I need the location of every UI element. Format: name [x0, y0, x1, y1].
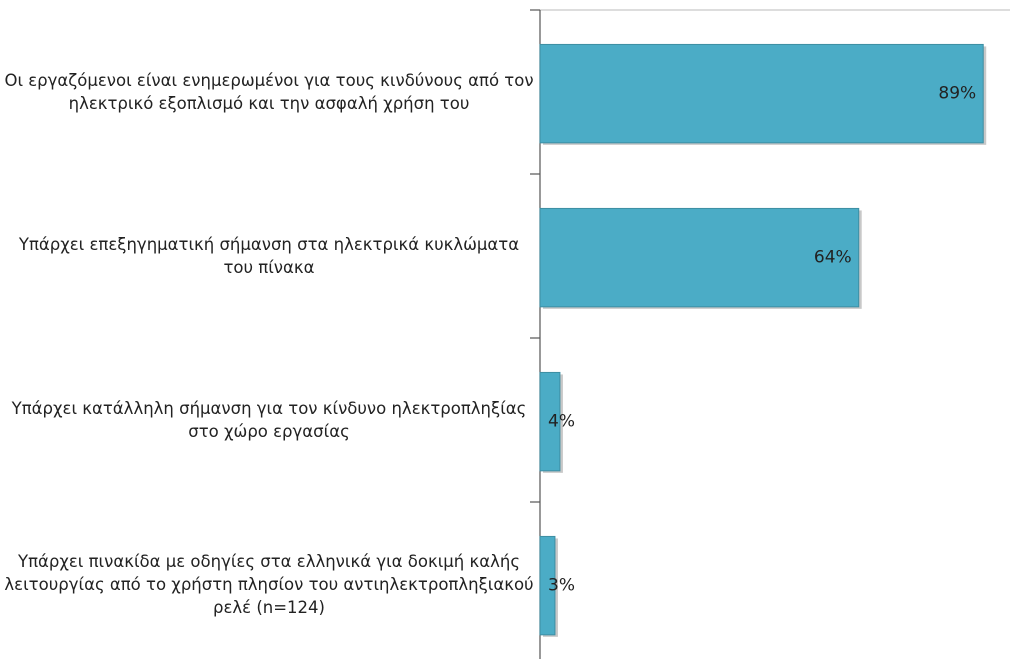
category-label: Οι εργαζόμενοι είναι ενημερωμένοι για το…	[4, 71, 534, 113]
bar	[539, 43, 984, 144]
category-label: Υπάρχει επεξηγηματική σήμανση στα ηλεκτρ…	[18, 235, 520, 277]
category-label: Υπάρχει πινακίδα με οδηγίες στα ελληνικά…	[4, 551, 534, 617]
value-label: 64%	[814, 248, 852, 268]
bar	[539, 371, 561, 472]
value-label: 3%	[548, 576, 575, 596]
value-label: 89%	[938, 84, 976, 104]
value-label: 4%	[548, 412, 575, 432]
bar	[539, 207, 860, 308]
category-label: Υπάρχει κατάλληλη σήμανση για τον κίνδυν…	[11, 399, 527, 441]
bar	[539, 535, 556, 636]
